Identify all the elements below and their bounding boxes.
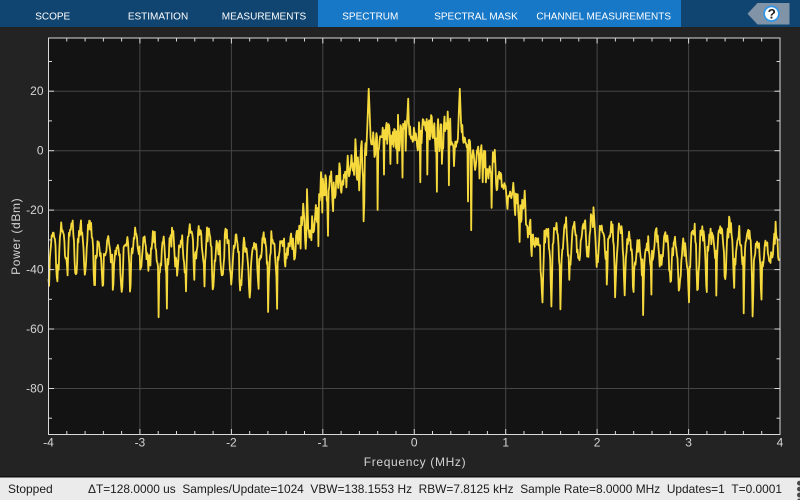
svg-text:2: 2 xyxy=(594,436,601,450)
svg-text:0: 0 xyxy=(37,144,44,158)
svg-text:20: 20 xyxy=(30,84,44,98)
svg-text:ESTIMATION: ESTIMATION xyxy=(128,12,188,23)
svg-text:?: ? xyxy=(768,7,776,22)
svg-text:-2: -2 xyxy=(226,436,237,450)
svg-text:Stopped: Stopped xyxy=(8,482,53,496)
svg-text:ΔT=128.0000 us Samples/Update: ΔT=128.0000 us Samples/Update=1024 VBW=1… xyxy=(88,482,782,496)
svg-text:SPECTRAL MASK: SPECTRAL MASK xyxy=(434,12,518,23)
svg-text:0: 0 xyxy=(411,436,418,450)
svg-text:SCOPE: SCOPE xyxy=(35,12,70,23)
svg-text:Power (dBm): Power (dBm) xyxy=(9,198,23,275)
svg-text:-1: -1 xyxy=(317,436,328,450)
svg-text:SPECTRUM: SPECTRUM xyxy=(342,12,398,23)
svg-text:-4: -4 xyxy=(43,436,54,450)
svg-text:-20: -20 xyxy=(26,203,44,217)
svg-text:4: 4 xyxy=(777,436,784,450)
svg-text:-60: -60 xyxy=(26,322,44,336)
svg-text:1: 1 xyxy=(502,436,509,450)
svg-text:MEASUREMENTS: MEASUREMENTS xyxy=(222,12,307,23)
svg-text:-40: -40 xyxy=(26,263,44,277)
svg-text:Frequency (MHz): Frequency (MHz) xyxy=(364,455,466,469)
svg-text:3: 3 xyxy=(685,436,692,450)
svg-text:CHANNEL MEASUREMENTS: CHANNEL MEASUREMENTS xyxy=(536,12,671,23)
svg-text:-3: -3 xyxy=(135,436,146,450)
svg-text:-80: -80 xyxy=(26,382,44,396)
